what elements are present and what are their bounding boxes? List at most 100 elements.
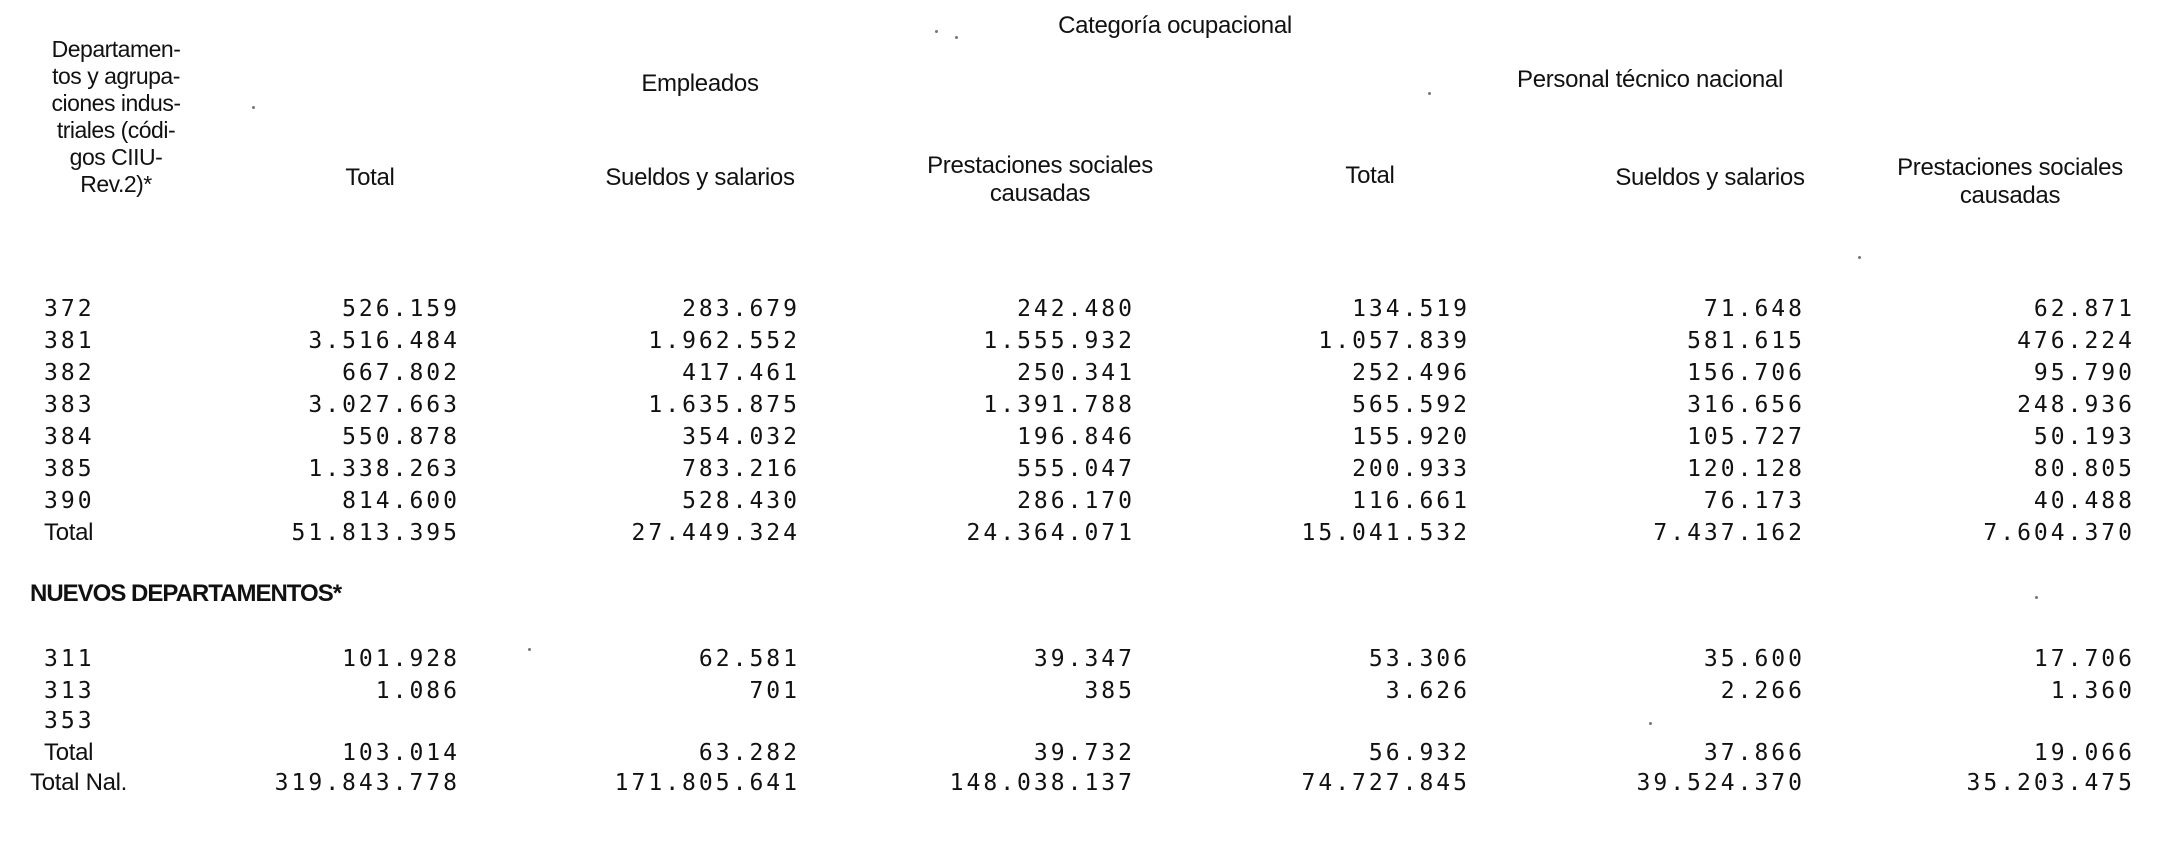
group-header-personal-tecnico: Personal técnico nacional bbox=[1516, 66, 1783, 93]
column-header: Prestaciones sociales causadas bbox=[1860, 154, 2160, 210]
table-row: 311 101.928 62.581 39.347 53.306 35.600 … bbox=[0, 643, 2165, 675]
cell-empleados-total: 814.600 bbox=[342, 488, 460, 514]
cell-empleados-sueldos: 63.282 bbox=[698, 740, 800, 766]
cell-tecnico-sueldos: 71.648 bbox=[1703, 296, 1805, 322]
cell-empleados-prestaciones: 39.732 bbox=[1033, 740, 1135, 766]
row-code: 385 bbox=[44, 456, 95, 482]
column-header-line: Total bbox=[1345, 162, 1395, 189]
table-row: 381 3.516.484 1.962.552 1.555.932 1.057.… bbox=[0, 325, 2165, 357]
cell-empleados-sueldos: 417.461 bbox=[682, 360, 800, 386]
cell-tecnico-sueldos: 7.437.162 bbox=[1653, 520, 1805, 546]
cell-empleados-sueldos: 528.430 bbox=[682, 488, 800, 514]
cell-empleados-total: 51.813.395 bbox=[291, 520, 460, 546]
column-header-line: Prestaciones sociales bbox=[1897, 154, 2123, 181]
column-header: Total bbox=[270, 164, 470, 192]
column-header: Sueldos y salarios bbox=[560, 164, 840, 192]
cell-tecnico-total: 134.519 bbox=[1352, 296, 1470, 322]
table-row: 383 3.027.663 1.635.875 1.391.788 565.59… bbox=[0, 389, 2165, 421]
scan-speck bbox=[1649, 722, 1652, 725]
column-header: Total bbox=[1270, 162, 1470, 190]
cell-tecnico-prestaciones: 17.706 bbox=[2033, 646, 2135, 672]
cell-tecnico-prestaciones: 1.360 bbox=[2050, 678, 2135, 704]
column-header-line: causadas bbox=[989, 180, 1091, 207]
table-row: 313 1.086 701 385 3.626 2.266 1.360 bbox=[0, 675, 2165, 707]
cell-tecnico-prestaciones: 248.936 bbox=[2017, 392, 2135, 418]
cell-tecnico-prestaciones: 40.488 bbox=[2033, 488, 2135, 514]
cell-tecnico-total: 155.920 bbox=[1352, 424, 1470, 450]
cell-empleados-sueldos: 1.635.875 bbox=[648, 392, 800, 418]
cell-tecnico-prestaciones: 35.203.475 bbox=[1966, 770, 2135, 796]
stub-header: Departamen- tos y agrupa- ciones indus- … bbox=[26, 36, 206, 198]
cell-empleados-sueldos: 1.962.552 bbox=[648, 328, 800, 354]
cell-empleados-sueldos: 62.581 bbox=[698, 646, 800, 672]
cell-tecnico-total bbox=[1150, 705, 1470, 737]
column-header-line: Prestaciones sociales bbox=[927, 152, 1153, 179]
cell-tecnico-sueldos: 105.727 bbox=[1687, 424, 1805, 450]
cell-tecnico-sueldos: 39.524.370 bbox=[1636, 770, 1805, 796]
cell-empleados-total: 3.516.484 bbox=[308, 328, 460, 354]
cell-empleados-prestaciones: 1.555.932 bbox=[983, 328, 1135, 354]
cell-empleados-total: 1.338.263 bbox=[308, 456, 460, 482]
cell-tecnico-total: 53.306 bbox=[1368, 646, 1470, 672]
stub-header-line: tos y agrupa- bbox=[52, 63, 180, 89]
cell-tecnico-prestaciones: 476.224 bbox=[2017, 328, 2135, 354]
cell-empleados-prestaciones: 555.047 bbox=[1017, 456, 1135, 482]
row-code: 381 bbox=[44, 328, 95, 354]
cell-empleados-sueldos: 783.216 bbox=[682, 456, 800, 482]
table-row: 353 bbox=[0, 705, 2165, 737]
stub-header-line: Rev.2)* bbox=[80, 171, 152, 197]
cell-tecnico-prestaciones: 62.871 bbox=[2033, 296, 2135, 322]
cell-tecnico-total: 56.932 bbox=[1368, 740, 1470, 766]
cell-empleados-total: 550.878 bbox=[342, 424, 460, 450]
cell-empleados-total: 103.014 bbox=[342, 740, 460, 766]
row-code: 383 bbox=[44, 392, 95, 418]
scan-speck bbox=[935, 30, 938, 33]
cell-tecnico-prestaciones: 50.193 bbox=[2033, 424, 2135, 450]
row-label: Total bbox=[44, 519, 94, 546]
cell-tecnico-sueldos: 37.866 bbox=[1703, 740, 1805, 766]
cell-empleados-total bbox=[140, 705, 460, 737]
row-code: 384 bbox=[44, 424, 95, 450]
cell-empleados-sueldos: 27.449.324 bbox=[631, 520, 800, 546]
cell-tecnico-total: 74.727.845 bbox=[1301, 770, 1470, 796]
cell-empleados-prestaciones: 148.038.137 bbox=[949, 770, 1135, 796]
column-header-line: Sueldos y salarios bbox=[1615, 164, 1805, 191]
cell-empleados-total: 526.159 bbox=[342, 296, 460, 322]
cell-tecnico-total: 200.933 bbox=[1352, 456, 1470, 482]
table-row: 385 1.338.263 783.216 555.047 200.933 12… bbox=[0, 453, 2165, 485]
table-row: 372 526.159 283.679 242.480 134.519 71.6… bbox=[0, 293, 2165, 325]
cell-empleados-prestaciones: 1.391.788 bbox=[983, 392, 1135, 418]
row-code: 382 bbox=[44, 360, 95, 386]
table-row: 384 550.878 354.032 196.846 155.920 105.… bbox=[0, 421, 2165, 453]
cell-empleados-prestaciones: 250.341 bbox=[1017, 360, 1135, 386]
scan-speck bbox=[955, 36, 958, 39]
cell-tecnico-total: 3.626 bbox=[1385, 678, 1470, 704]
cell-empleados-prestaciones: 196.846 bbox=[1017, 424, 1135, 450]
row-code: 353 bbox=[44, 708, 95, 734]
cell-empleados-sueldos: 354.032 bbox=[682, 424, 800, 450]
cell-empleados-prestaciones: 24.364.071 bbox=[966, 520, 1135, 546]
cell-tecnico-sueldos: 120.128 bbox=[1687, 456, 1805, 482]
scan-speck bbox=[252, 106, 255, 109]
category-header: Categoría ocupacional bbox=[1058, 12, 1292, 39]
cell-empleados-total: 101.928 bbox=[342, 646, 460, 672]
cell-tecnico-prestaciones: 95.790 bbox=[2033, 360, 2135, 386]
section-label: NUEVOS DEPARTAMENTOS* bbox=[30, 580, 342, 607]
stub-header-line: ciones indus- bbox=[51, 90, 181, 116]
stub-header-line: Departamen- bbox=[51, 36, 181, 62]
table-total-row: Total 103.014 63.282 39.732 56.932 37.86… bbox=[0, 737, 2165, 769]
stub-header-line: triales (códi- bbox=[56, 117, 176, 143]
cell-tecnico-total: 565.592 bbox=[1352, 392, 1470, 418]
row-code: 372 bbox=[44, 296, 95, 322]
cell-tecnico-total: 116.661 bbox=[1352, 488, 1470, 514]
scan-speck bbox=[528, 648, 531, 651]
cell-empleados-prestaciones: 39.347 bbox=[1033, 646, 1135, 672]
cell-empleados-total: 3.027.663 bbox=[308, 392, 460, 418]
cell-tecnico-sueldos: 35.600 bbox=[1703, 646, 1805, 672]
cell-empleados-sueldos: 701 bbox=[749, 678, 800, 704]
cell-tecnico-prestaciones: 80.805 bbox=[2033, 456, 2135, 482]
row-label: Total bbox=[44, 739, 94, 766]
cell-empleados-total: 319.843.778 bbox=[274, 770, 460, 796]
cell-tecnico-sueldos bbox=[1485, 705, 1805, 737]
cell-tecnico-sueldos: 2.266 bbox=[1720, 678, 1805, 704]
